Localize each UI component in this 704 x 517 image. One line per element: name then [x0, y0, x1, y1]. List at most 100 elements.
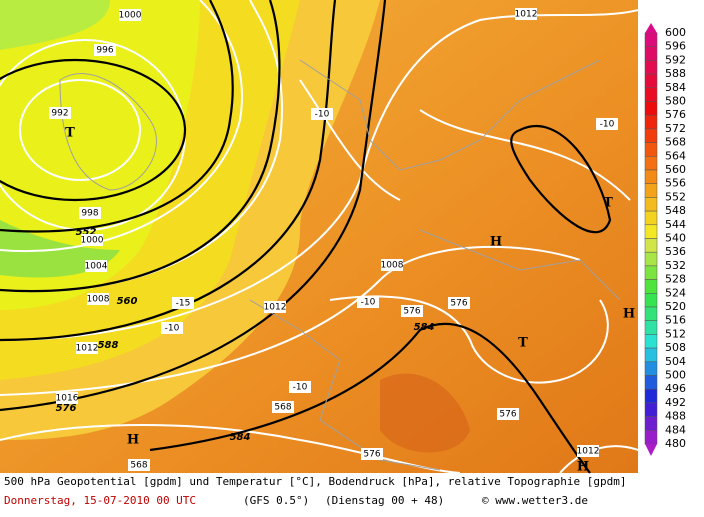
contour-label: -10: [293, 383, 308, 393]
contour-label: 568: [274, 403, 291, 413]
colorbar-segment: [644, 32, 658, 47]
map: [0, 0, 639, 474]
footer-model: (GFS 0.5°): [243, 494, 309, 507]
contour-label: 1008: [87, 295, 110, 305]
contour-label: 1012: [76, 344, 99, 354]
contour-label: 992: [51, 109, 68, 119]
label-box: [357, 296, 379, 308]
colorbar: 6005965925885845805765725685645605565525…: [644, 23, 686, 456]
colorbar-label: 568: [665, 136, 686, 149]
label-box: [289, 381, 311, 393]
label-box: [401, 305, 423, 317]
colorbar-segment: [644, 293, 658, 308]
contour-label: 998: [81, 209, 98, 219]
label-box: [94, 44, 116, 56]
footer-run: (Dienstag 00 + 48): [325, 494, 444, 507]
label-box: [264, 301, 286, 313]
colorbar-label: 512: [665, 327, 686, 340]
pressure-center: T: [518, 336, 528, 351]
colorbar-arrow-bottom: [645, 444, 657, 456]
label-box: [577, 445, 599, 457]
contour-label: 1000: [119, 11, 142, 21]
contour-label: 576: [450, 299, 467, 309]
colorbar-label: 548: [665, 204, 686, 217]
colorbar-label: 580: [665, 95, 686, 108]
colorbar-label: 540: [665, 232, 686, 245]
colorbar-segment: [644, 334, 658, 349]
colorbar-segment: [644, 320, 658, 335]
colorbar-segment: [644, 46, 658, 61]
label-box: [311, 108, 333, 120]
label-box: [596, 118, 618, 130]
colorbar-segment: [644, 128, 658, 143]
colorbar-label: 528: [665, 273, 686, 286]
label-box: [79, 207, 101, 219]
colorbar-label: 588: [665, 67, 686, 80]
colorbar-segment: [644, 101, 658, 116]
contour-label: 1016: [56, 394, 79, 404]
label-box: [119, 9, 141, 21]
contour-label: 1012: [264, 303, 287, 313]
label-box: [381, 259, 403, 271]
colorbar-label: 572: [665, 122, 686, 135]
colorbar-segment: [644, 156, 658, 171]
contour-label: 1004: [85, 262, 108, 272]
label-box: [361, 448, 383, 460]
label-box: [172, 297, 194, 309]
colorbar-segment: [644, 375, 658, 390]
contour-label: 552: [76, 227, 97, 238]
contour-label: 576: [56, 403, 77, 414]
contour-label: 1000: [81, 236, 104, 246]
colorbar-label: 500: [665, 369, 686, 382]
contour-label: -10: [315, 110, 330, 120]
colorbar-segment: [644, 347, 658, 363]
footer-description: 500 hPa Geopotential [gpdm] und Temperat…: [4, 475, 627, 488]
colorbar-label: 552: [665, 190, 686, 203]
colorbar-label: 596: [665, 40, 686, 53]
colorbar-label: 524: [665, 286, 686, 299]
colorbar-label: 508: [665, 341, 686, 354]
contour-label: 584: [414, 322, 435, 333]
colorbar-segment: [644, 142, 658, 157]
colorbar-segment: [644, 169, 658, 184]
contour-label: 1008: [381, 261, 404, 271]
colorbar-segment: [644, 388, 658, 404]
colorbar-label: 576: [665, 108, 686, 121]
label-box: [87, 293, 109, 305]
colorbar-segment: [644, 306, 658, 321]
contour-label: 576: [499, 410, 516, 420]
colorbar-arrow-top: [645, 23, 657, 33]
colorbar-label: 536: [665, 245, 686, 258]
contour-label: 560: [117, 296, 138, 307]
contour-label: 996: [96, 46, 113, 56]
colorbar-segment: [644, 183, 658, 198]
label-box: [49, 107, 71, 119]
contour-label: 1012: [515, 10, 538, 20]
contour-label: 1012: [577, 447, 600, 457]
colorbar-label: 480: [665, 437, 686, 450]
colorbar-segment: [644, 238, 658, 253]
colorbar-label: 496: [665, 382, 686, 395]
label-box: [161, 322, 183, 334]
colorbar-label: 560: [665, 163, 686, 176]
colorbar-segment: [644, 265, 658, 280]
label-box: [515, 8, 537, 20]
contour-label: 568: [130, 461, 147, 471]
colorbar-label: 516: [665, 314, 686, 327]
label-box: [497, 408, 519, 420]
colorbar-label: 520: [665, 300, 686, 313]
contour-label: -15: [176, 299, 191, 309]
colorbar-segment: [644, 279, 658, 294]
colorbar-segment: [644, 60, 658, 75]
colorbar-segment: [644, 197, 658, 212]
pressure-center: H: [577, 460, 589, 475]
pressure-center: H: [623, 307, 635, 322]
contour-label: 584: [230, 432, 251, 443]
pressure-center: T: [65, 126, 75, 141]
colorbar-segment: [644, 402, 658, 417]
colorbar-segment: [644, 114, 658, 130]
colorbar-label: 600: [665, 26, 686, 39]
footer: 500 hPa Geopotential [gpdm] und Temperat…: [4, 475, 627, 507]
contour-label: -10: [600, 120, 615, 130]
